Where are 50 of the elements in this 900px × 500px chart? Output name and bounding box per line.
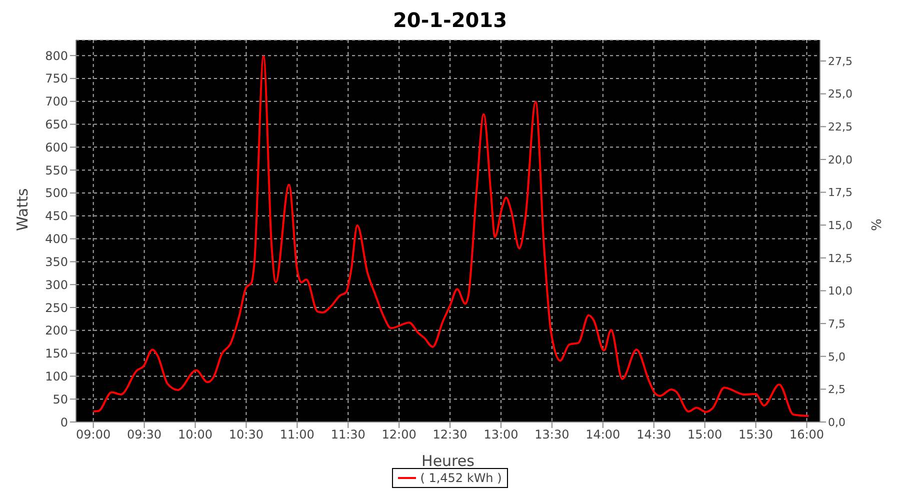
y-tick-label: 750 <box>45 72 68 86</box>
y2-tick-label: 15,0 <box>828 219 852 232</box>
x-tick-label: 10:00 <box>178 428 213 442</box>
x-tick-label: 12:00 <box>382 428 416 442</box>
y2-tick-label: 25,0 <box>828 88 852 101</box>
y-tick-label: 150 <box>45 346 68 361</box>
y2-tick-label: 12,5 <box>828 252 852 265</box>
x-tick-label: 12:30 <box>432 428 468 442</box>
y2-tick-label: 17,5 <box>828 186 852 200</box>
y-tick-label: 800 <box>45 48 68 63</box>
line-series <box>92 55 810 418</box>
y-tick-label: 500 <box>45 186 68 200</box>
chart-title: 20-1-2013 <box>392 8 508 34</box>
y-tick-label: 400 <box>45 232 68 246</box>
x-tick-label: 13:00 <box>484 428 518 442</box>
y-tick-label: 650 <box>45 118 68 132</box>
y2-tick-label: 2,5 <box>828 383 846 396</box>
y-tick-label: 0 <box>60 415 68 430</box>
x-tick-label: 09:00 <box>76 428 111 442</box>
y-tick-label: 450 <box>45 209 68 224</box>
x-tick-label: 14:30 <box>636 428 672 442</box>
y2-tick-label: 7,5 <box>828 317 846 330</box>
legend-label: ( 1,452 kWh ) <box>420 471 502 485</box>
x-tick-label: 11:30 <box>330 428 366 442</box>
y-tick-label: 250 <box>45 300 68 315</box>
y2-tick-label: 22,5 <box>828 120 852 134</box>
y2-axis-title: % <box>867 218 882 231</box>
y-tick-label: 700 <box>45 94 68 109</box>
y-axis-title: Watts <box>13 188 32 231</box>
x-axis-title: Heures <box>422 452 475 470</box>
x-tick-label: 16:00 <box>789 428 824 442</box>
y-tick-label: 100 <box>45 369 68 384</box>
y-tick-label: 200 <box>45 324 68 338</box>
y2-tick-label: 20,0 <box>828 153 852 166</box>
y-tick-label: 50 <box>52 392 68 406</box>
y-tick-label: 300 <box>45 278 68 292</box>
x-tick-label: 10:30 <box>228 428 264 442</box>
y2-tick-label: 5,0 <box>828 350 846 364</box>
y2-tick-label: 27,5 <box>828 54 852 68</box>
y2-tick-label: 0,0 <box>828 416 846 429</box>
x-tick-label: 13:30 <box>534 428 570 442</box>
x-tick-label: 15:00 <box>688 428 722 442</box>
x-tick-label: 14:00 <box>586 428 620 442</box>
y-tick-label: 350 <box>45 254 68 269</box>
x-tick-label: 09:30 <box>126 428 162 442</box>
x-tick-label: 11:00 <box>280 428 314 442</box>
y2-tick-label: 10,0 <box>828 284 852 298</box>
x-tick-label: 15:30 <box>738 428 774 442</box>
y-tick-label: 550 <box>45 163 68 178</box>
y-tick-label: 600 <box>45 140 68 154</box>
